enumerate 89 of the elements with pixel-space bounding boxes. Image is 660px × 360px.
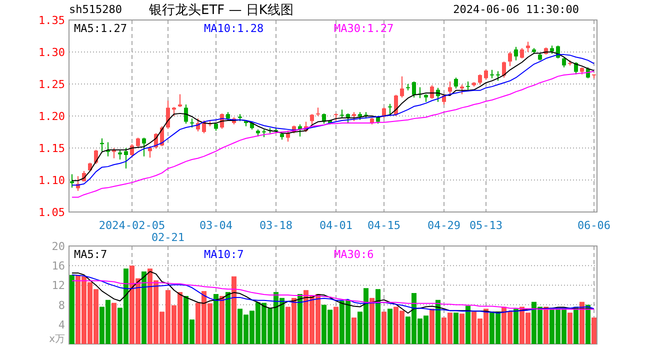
bar (388, 308, 392, 344)
text: MA5:1.27 (74, 22, 127, 35)
bar (382, 312, 386, 344)
candlestick (286, 130, 290, 142)
x-tick-label: 2024-02-05 (98, 219, 166, 232)
text: sh515280 (69, 3, 122, 16)
bar (70, 274, 74, 344)
x-tick-label: 04-15 (367, 219, 401, 232)
line-series (72, 280, 594, 310)
y-tick-label: 1.25 (38, 78, 65, 91)
y-tick-label: 1.20 (38, 110, 65, 123)
candlestick (346, 112, 350, 124)
x-tick-label: 06-06 (577, 219, 611, 232)
text: MA30:1.27 (334, 22, 394, 35)
text: 2024-06-06 11:30:00 (453, 3, 579, 16)
text: MA10:1.28 (204, 22, 264, 35)
bar (334, 306, 338, 344)
bar (430, 308, 434, 344)
bar (142, 271, 146, 344)
candlestick (388, 103, 392, 116)
bar (454, 312, 458, 344)
candlestick (298, 124, 302, 137)
y-axis-title: x万 (49, 334, 65, 345)
candlestick (484, 69, 488, 80)
candlestick (124, 148, 128, 169)
x-tick-label: 04-29 (427, 219, 461, 232)
bar (232, 276, 236, 344)
candlestick (520, 48, 524, 59)
candlestick (448, 80, 452, 95)
y-tick-label: 1.30 (38, 46, 65, 59)
candlestick (322, 112, 326, 124)
bar (466, 306, 470, 344)
bar (376, 289, 380, 344)
candlestick (178, 94, 182, 108)
candlestick (502, 61, 506, 78)
y-tick-label: 12 (52, 279, 65, 292)
bar (460, 314, 464, 344)
x-tick-label: 04-01 (319, 219, 353, 232)
x-tick-label: 03-18 (259, 219, 293, 232)
candlestick (310, 114, 314, 125)
y-tick-label: 1.35 (38, 14, 65, 27)
y-tick-label: 1.10 (38, 174, 65, 187)
candlestick (514, 46, 518, 61)
candlestick (496, 70, 500, 82)
bar (592, 318, 596, 344)
y-tick-label: 1.05 (38, 206, 65, 219)
candlestick (184, 104, 188, 124)
bar (580, 302, 584, 344)
bar (220, 296, 224, 344)
candlestick (148, 146, 152, 158)
bar (574, 306, 578, 344)
y-tick-label: 8 (58, 298, 65, 312)
candlestick (430, 84, 434, 100)
x-tick-label: 05-13 (469, 219, 503, 232)
bar (214, 294, 218, 344)
candlestick (400, 76, 404, 98)
bar (352, 318, 356, 344)
y-tick-label: 20 (52, 240, 65, 253)
text: MA30:6 (334, 248, 374, 261)
text: MA10:7 (204, 248, 244, 261)
line-series (72, 70, 594, 198)
y-tick-label: 16 (52, 260, 65, 273)
x-tick-label: 03-04 (199, 219, 233, 232)
y-tick-label: 1.15 (38, 142, 65, 155)
candlestick (562, 57, 566, 68)
chart-title: 银行龙头ETF — 日K线图 (148, 3, 294, 18)
x-tick-label: 02-21 (151, 231, 185, 244)
bar (568, 312, 572, 344)
bar (436, 300, 440, 344)
candlestick (526, 41, 530, 52)
candlestick (478, 74, 482, 86)
series-label: MA5:7 (74, 248, 108, 261)
candlestick (136, 137, 140, 148)
bar (544, 306, 548, 344)
candlestick (166, 100, 170, 130)
candlestick (412, 80, 416, 98)
bar (586, 304, 590, 344)
candlestick (316, 107, 320, 116)
bar (298, 294, 302, 344)
bar (514, 308, 518, 344)
candlestick (460, 84, 464, 95)
bar (112, 302, 116, 344)
bar (370, 298, 374, 344)
candlestick (466, 80, 470, 90)
candlestick (508, 52, 512, 67)
bar (226, 292, 230, 344)
y-tick-label: 4 (58, 318, 66, 332)
candlestick (142, 137, 146, 157)
candlestick (454, 77, 458, 89)
